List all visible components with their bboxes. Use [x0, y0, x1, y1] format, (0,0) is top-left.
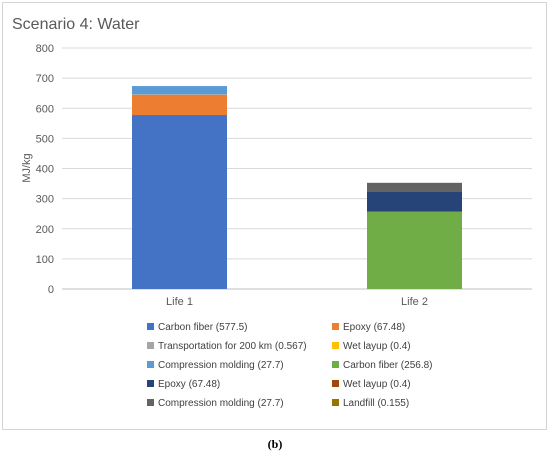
bar-segment: [132, 86, 227, 95]
y-tick-label: 600: [36, 103, 54, 115]
legend-label: Epoxy (67.48): [158, 379, 220, 390]
legend-label: Landfill (0.155): [343, 398, 409, 409]
legend-swatch: [147, 399, 154, 406]
x-tick-label: Life 2: [401, 296, 428, 308]
legend-label: Carbon fiber (577.5): [158, 322, 248, 333]
y-tick-label: 200: [36, 224, 54, 236]
bars: [132, 86, 462, 289]
y-tick-label: 500: [36, 133, 54, 145]
legend-label: Transportation for 200 km (0.567): [158, 341, 307, 352]
legend-label: Compression molding (27.7): [158, 398, 284, 409]
stacked-bar-chart: Scenario 4: Water MJ/kg 0 100 200 300 400 500…: [12, 16, 532, 409]
y-axis-label: MJ/kg: [21, 153, 33, 182]
figure-caption: (b): [267, 437, 283, 451]
bar-segment: [367, 211, 462, 289]
x-tick-label: Life 1: [166, 296, 193, 308]
legend-label: Wet layup (0.4): [343, 341, 411, 352]
legend-label: Wet layup (0.4): [343, 379, 411, 390]
legend-swatch: [332, 323, 339, 330]
axes: 0 100 200 300 400 500 600 700 800 Life 1 Life 2: [36, 43, 428, 308]
legend-swatch: [332, 361, 339, 368]
legend-swatch: [332, 399, 339, 406]
chart-title: Scenario 4: Water: [12, 16, 140, 33]
legend-label: Compression molding (27.7): [158, 360, 284, 371]
y-tick-label: 0: [48, 284, 54, 296]
bar-segment: [132, 94, 227, 116]
bar-segment: [132, 115, 227, 289]
legend-swatch: [332, 342, 339, 349]
legend-swatch: [147, 323, 154, 330]
y-tick-label: 300: [36, 194, 54, 206]
legend-label: Carbon fiber (256.8): [343, 360, 433, 371]
legend: Carbon fiber (577.5) Epoxy (67.48) Transpo…: [147, 322, 433, 409]
bar-segment: [367, 191, 462, 212]
y-tick-label: 100: [36, 254, 54, 266]
legend-label: Epoxy (67.48): [343, 322, 405, 333]
legend-swatch: [147, 361, 154, 368]
y-tick-label: 700: [36, 73, 54, 85]
legend-swatch: [147, 380, 154, 387]
legend-swatch: [147, 342, 154, 349]
y-tick-label: 400: [36, 164, 54, 176]
bar-segment: [367, 182, 462, 192]
legend-swatch: [332, 380, 339, 387]
y-tick-label: 800: [36, 43, 54, 55]
